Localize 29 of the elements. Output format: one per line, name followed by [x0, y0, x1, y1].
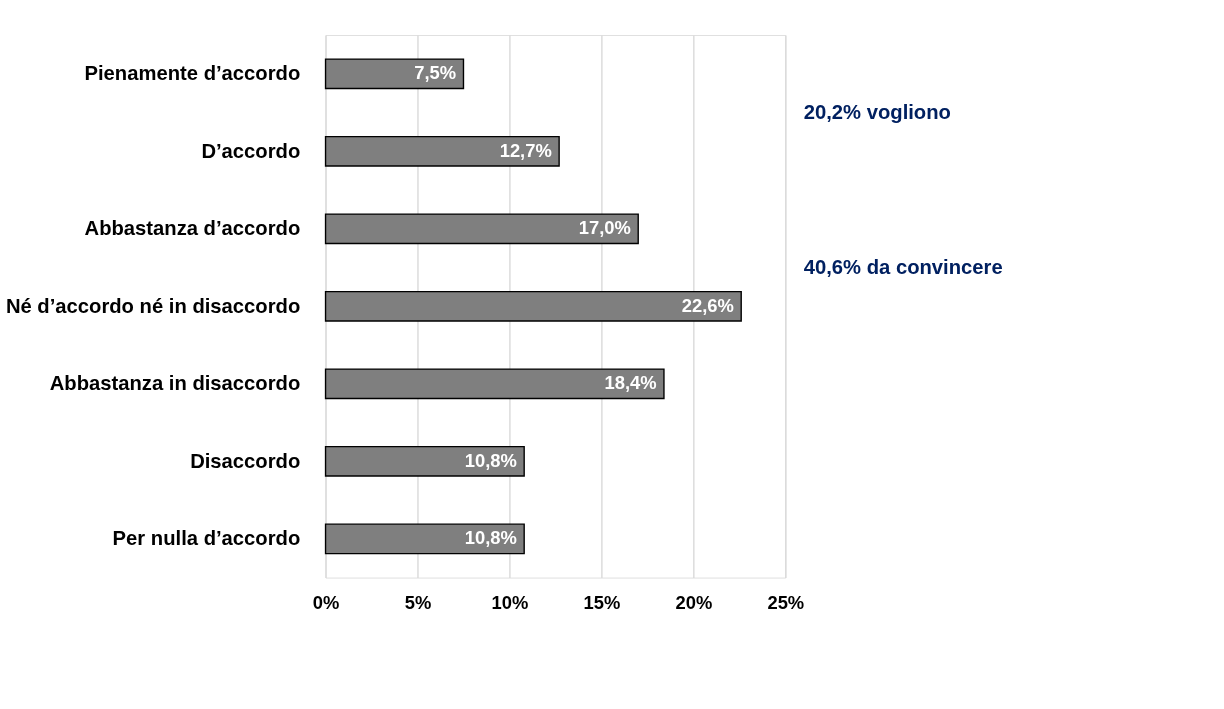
y-tick-label: Abbastanza d’accordo [84, 217, 301, 240]
bar [324, 290, 742, 322]
data-label: 12,7% [499, 139, 552, 161]
y-tick-label: Disaccordo [190, 449, 301, 472]
text: 20,2% vogliono [803, 100, 951, 123]
bar [324, 135, 560, 167]
y-tick-label: D’accordo [201, 139, 301, 162]
bar [324, 368, 665, 400]
x-tick-label: 20% [675, 592, 713, 614]
bar [324, 213, 639, 245]
data-label: 10,8% [464, 527, 517, 549]
data-label: 18,4% [604, 372, 657, 394]
data-label: 17,0% [578, 217, 631, 239]
bar [324, 523, 525, 555]
y-tick-label: Per nulla d’accordo [112, 527, 301, 550]
y-tick-label: Abbastanza in disaccordo [49, 372, 301, 395]
x-tick-label: 25% [767, 592, 805, 614]
x-tick-label: 0% [312, 592, 340, 614]
data-label: 10,8% [464, 449, 517, 471]
bar [324, 445, 525, 477]
y-tick-label: Pienamente d’accordo [84, 62, 301, 85]
y-tick-label: Né d’accordo né in disaccordo [5, 294, 301, 317]
x-tick-label: 10% [491, 592, 529, 614]
data-label: 22,6% [681, 294, 734, 316]
data-label: 7,5% [414, 62, 457, 84]
x-tick-label: 5% [404, 592, 432, 614]
bar [324, 58, 465, 90]
text: 40,6% da convincere [803, 256, 1003, 279]
x-tick-label: 15% [583, 592, 621, 614]
